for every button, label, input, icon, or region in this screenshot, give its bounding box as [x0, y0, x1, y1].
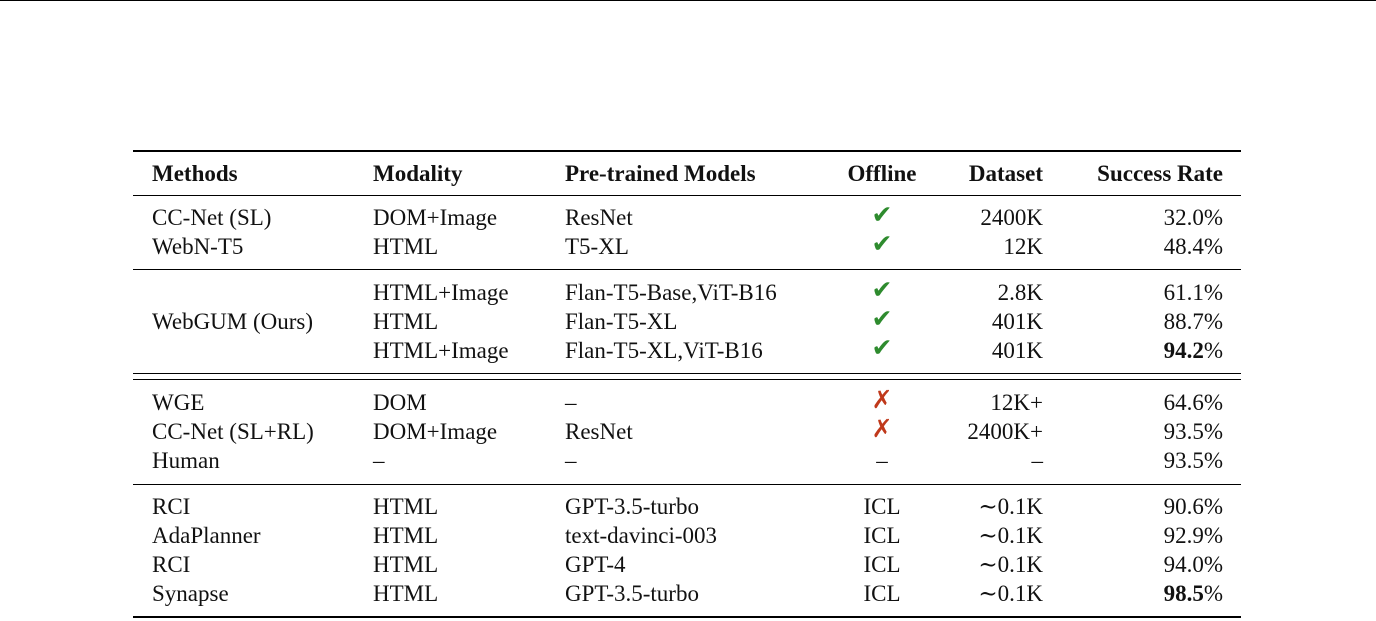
cell-models: – — [565, 390, 577, 415]
header-offline: Offline — [847, 161, 917, 186]
cell-modality: DOM+Image — [373, 205, 498, 230]
cell-success-rate: 48.4% — [1163, 234, 1223, 259]
cell-modality: DOM — [373, 390, 427, 415]
cell-success-rate: 94.0% — [1163, 552, 1223, 577]
cell-success-rate: 61.1% — [1163, 280, 1223, 305]
cell-success-rate: 64.6% — [1163, 390, 1223, 415]
cell-offline: ICL — [863, 581, 901, 606]
cell-models: T5-XL — [565, 234, 629, 259]
cell-dataset: 2400K — [980, 205, 1043, 230]
best-value: 98.5 — [1163, 581, 1204, 606]
cell-method: Human — [152, 448, 220, 473]
cell-modality: DOM+Image — [373, 419, 498, 444]
group-rule — [133, 484, 1241, 485]
header-modality: Modality — [373, 161, 463, 186]
cell-models: GPT-3.5-turbo — [565, 581, 699, 606]
cell-success-rate: 90.6% — [1163, 494, 1223, 519]
cell-dataset: ∼0.1K — [978, 581, 1043, 606]
header-rule — [133, 195, 1241, 196]
cell-dataset: ∼0.1K — [978, 494, 1043, 519]
cell-dataset: 401K — [991, 309, 1043, 334]
best-value: 94.2 — [1163, 338, 1204, 363]
cell-method: CC-Net (SL+RL) — [152, 419, 314, 444]
header-dataset: Dataset — [968, 161, 1043, 186]
cell-models: GPT-3.5-turbo — [565, 494, 699, 519]
cell-offline: ICL — [863, 552, 901, 577]
double-rule-lower — [133, 379, 1241, 380]
cell-success-rate: 32.0% — [1163, 205, 1223, 230]
cell-modality: HTML — [373, 581, 439, 606]
cell-method: WGE — [152, 390, 205, 415]
cell-models: Flan-T5-XL,ViT-B16 — [565, 338, 763, 363]
cell-dataset: 12K — [1003, 234, 1043, 259]
cell-dataset: ∼0.1K — [978, 552, 1043, 577]
check-icon: ✔ — [871, 306, 893, 333]
check-icon: ✔ — [871, 277, 893, 304]
cell-models: GPT-4 — [565, 552, 626, 577]
header-methods: Methods — [152, 161, 238, 186]
cell-method: AdaPlanner — [152, 523, 261, 548]
cell-dataset: ∼0.1K — [978, 523, 1043, 548]
cell-modality: HTML — [373, 552, 439, 577]
cell-models: ResNet — [565, 419, 633, 444]
check-icon: ✔ — [871, 231, 893, 258]
header-models: Pre-trained Models — [565, 161, 756, 186]
cell-dataset: 2400K+ — [967, 419, 1043, 444]
cell-dataset: 2.8K — [997, 280, 1043, 305]
cell-method: RCI — [152, 552, 191, 577]
page-top-rule — [0, 0, 1376, 1]
cell-modality: HTML — [373, 309, 439, 334]
check-icon: ✔ — [871, 335, 893, 362]
cell-modality: HTML — [373, 494, 439, 519]
double-rule-upper — [133, 373, 1241, 374]
cell-success-rate: 98.5% — [1164, 579, 1223, 608]
cell-models: text-davinci-003 — [565, 523, 718, 548]
cell-success-rate: 88.7% — [1163, 309, 1223, 334]
cell-offline: ICL — [863, 523, 901, 548]
cell-modality: HTML — [373, 234, 439, 259]
table-top-rule — [133, 150, 1241, 152]
cell-dataset: 401K — [991, 338, 1043, 363]
cross-icon: ✗ — [871, 416, 893, 443]
cell-success-rate: 94.2% — [1164, 336, 1223, 365]
cell-success-rate: 92.9% — [1163, 523, 1223, 548]
cell-models: ResNet — [565, 205, 633, 230]
check-icon: ✔ — [871, 202, 893, 229]
header-success-rate: Success Rate — [1097, 161, 1223, 186]
cross-icon: ✗ — [871, 387, 893, 414]
cell-success-rate: 93.5% — [1163, 448, 1223, 473]
cell-modality: HTML — [373, 523, 439, 548]
cell-success-rate: 93.5% — [1163, 419, 1223, 444]
cell-modality: HTML+Image — [373, 280, 509, 305]
cell-method: WebN-T5 — [152, 234, 244, 259]
cell-dataset: 12K+ — [990, 390, 1043, 415]
cell-models: Flan-T5-Base,ViT-B16 — [565, 280, 777, 305]
cell-method: RCI — [152, 494, 191, 519]
table-bottom-rule — [133, 616, 1241, 618]
cell-models: Flan-T5-XL — [565, 309, 678, 334]
cell-method-group: WebGUM (Ours) — [152, 309, 314, 334]
percent-sign: % — [1203, 581, 1223, 606]
cell-modality: HTML+Image — [373, 338, 509, 363]
cell-method: CC-Net (SL) — [152, 205, 272, 230]
percent-sign: % — [1203, 338, 1223, 363]
cell-models: – — [565, 448, 577, 473]
cell-offline: – — [876, 448, 888, 473]
cell-dataset: – — [1031, 448, 1044, 473]
cell-method: Synapse — [152, 581, 229, 606]
cell-offline: ICL — [863, 494, 901, 519]
cell-modality: – — [373, 448, 385, 473]
group-rule — [133, 269, 1241, 270]
